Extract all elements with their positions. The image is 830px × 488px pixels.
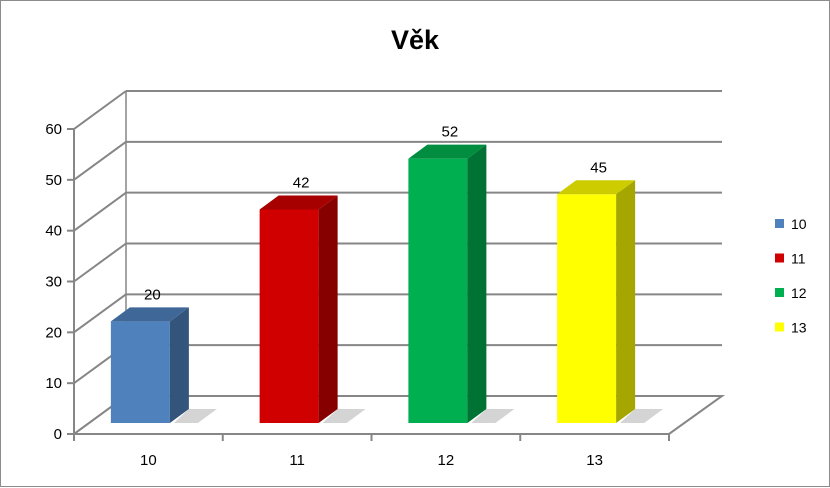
bar-front <box>408 158 468 423</box>
bar-side <box>616 180 636 423</box>
bar-top <box>110 307 189 322</box>
bar-side <box>467 144 487 423</box>
axes: 0 10 20 30 40 50 60 10 11 12 13 <box>45 91 726 469</box>
y-tick-label: 60 <box>45 121 62 138</box>
data-label: 42 <box>293 175 310 192</box>
x-tick-label: 12 <box>438 452 455 469</box>
x-tick-label: 10 <box>140 452 157 469</box>
bar-shadow <box>471 409 515 423</box>
bar-shadow <box>322 409 366 423</box>
bar-front <box>110 321 170 423</box>
legend-label: 13 <box>791 320 807 336</box>
y-tick-label: 20 <box>45 324 62 341</box>
y-tick-label: 0 <box>54 426 62 443</box>
bar-top <box>408 144 487 159</box>
y-tick-label: 30 <box>45 274 62 291</box>
bar-top <box>259 195 338 210</box>
data-label: 45 <box>590 159 607 176</box>
side-gridline <box>73 191 127 232</box>
bar-11: 42 <box>259 175 366 423</box>
y-tick-label: 50 <box>45 172 62 189</box>
data-label: 20 <box>144 286 161 303</box>
bar-12: 52 <box>408 124 515 423</box>
side-gridline <box>73 90 127 130</box>
legend-swatch <box>775 288 784 297</box>
chart-title: Věk <box>391 25 440 55</box>
bar-10: 20 <box>110 286 217 423</box>
y-tick-label: 10 <box>45 375 62 392</box>
bar-side <box>169 307 189 423</box>
bar-shadow <box>620 409 664 423</box>
legend-label: 12 <box>791 285 807 301</box>
bar-shadow <box>173 409 217 423</box>
bar-13: 45 <box>557 159 664 423</box>
legend-label: 11 <box>791 251 806 267</box>
side-gridline <box>73 293 127 334</box>
y-tick-label: 40 <box>45 223 62 240</box>
legend: 10 11 12 13 <box>775 216 807 336</box>
floor <box>70 395 726 435</box>
side-gridline <box>73 141 127 181</box>
legend-swatch <box>775 219 784 228</box>
bar-top <box>557 180 636 195</box>
data-label: 52 <box>442 124 459 141</box>
bar-front <box>557 194 617 423</box>
side-gridline <box>73 242 127 283</box>
bars: 20 42 52 45 <box>110 124 664 423</box>
legend-label: 10 <box>791 216 807 232</box>
legend-swatch <box>775 253 784 263</box>
legend-swatch <box>775 322 784 332</box>
x-tick-label: 13 <box>586 452 603 469</box>
bar-front <box>259 209 319 423</box>
bar-side <box>318 195 338 423</box>
x-tick-label: 11 <box>289 452 305 469</box>
